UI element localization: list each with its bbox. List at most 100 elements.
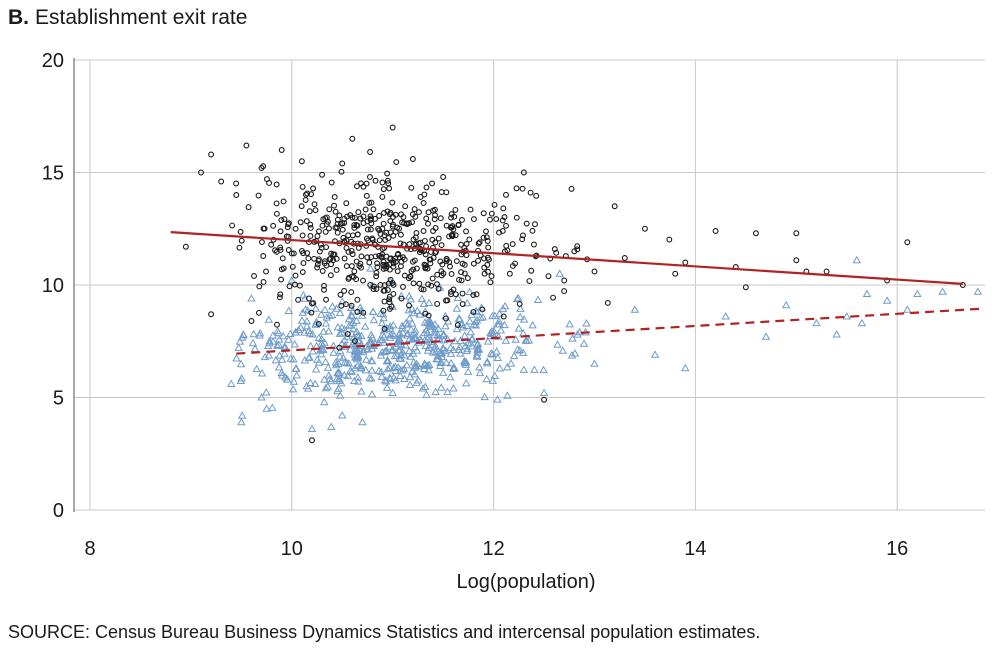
data-point-circle [382,237,389,243]
data-point-triangle [425,319,434,328]
data-point-triangle [333,386,342,395]
data-point-triangle [462,298,472,307]
data-point-circle [398,295,405,302]
data-point-triangle [334,359,343,367]
data-point-triangle [380,375,390,384]
data-point-triangle [395,329,405,337]
data-point-circle [454,322,461,329]
data-point-triangle [436,358,445,366]
data-point-circle [459,301,466,308]
data-point-circle [351,222,358,228]
data-point-circle [431,216,438,223]
data-point-circle [452,232,459,239]
data-point-circle [255,309,262,316]
data-point-circle [321,258,328,265]
data-point-triangle [318,340,328,349]
data-point-circle [237,228,244,235]
data-point-circle [302,197,309,203]
data-point-circle [389,223,396,230]
data-point-circle [366,259,373,266]
data-point-triangle [721,312,730,320]
data-point-triangle [361,365,370,374]
data-point-triangle [289,354,298,363]
data-point-circle [343,200,350,207]
data-point-triangle [273,341,282,349]
x-tick-label: 14 [684,538,706,560]
data-point-circle [229,222,236,229]
data-point-triangle [410,342,420,351]
data-point-circle [298,203,305,210]
data-point-circle [258,165,265,171]
data-point-circle [574,243,581,250]
data-point-triangle [402,360,412,369]
data-point-circle [351,338,358,345]
data-point-triangle [515,312,525,321]
data-point-triangle [313,355,322,363]
data-point-circle [470,216,477,223]
data-point-circle [344,331,351,337]
data-point-circle [263,268,269,275]
data-point-triangle [420,318,430,326]
data-point-circle [485,244,492,251]
data-point-circle [374,264,381,271]
data-point-circle [281,216,288,223]
data-point-circle [397,240,404,247]
data-point-circle [316,248,323,255]
data-point-circle [484,261,491,268]
data-point-circle [348,263,355,269]
data-point-circle [358,264,365,271]
data-point-circle [238,237,245,244]
data-point-triangle [255,328,265,337]
data-point-triangle [509,351,519,360]
data-point-circle [408,184,415,191]
data-point-circle [425,209,432,216]
data-point-circle [323,244,330,251]
data-point-circle [236,244,243,251]
data-point-triangle [379,313,388,322]
data-point-triangle [280,349,289,357]
data-point-triangle [285,329,295,337]
data-point-triangle [419,299,429,307]
data-point-circle [532,221,538,228]
x-tick-label: 12 [482,538,504,560]
data-point-triangle [486,328,495,336]
data-point-triangle [483,337,493,345]
data-point-circle [327,256,334,262]
data-point-triangle [445,372,455,381]
data-point-triangle [351,340,360,348]
data-point-triangle [431,387,440,395]
data-point-triangle [391,362,400,370]
data-point-circle [304,190,311,197]
data-point-triangle [288,384,298,393]
data-point-triangle [357,363,366,371]
data-point-triangle [488,376,498,384]
data-point-circle [379,193,386,200]
data-point-circle [366,174,373,180]
data-point-circle [319,171,326,178]
data-point-triangle [485,331,495,340]
data-point-triangle [389,320,398,329]
data-point-circle [305,255,312,262]
data-point-circle [435,235,442,242]
data-point-circle [742,284,749,291]
data-point-circle [394,268,401,275]
data-point-triangle [395,371,405,379]
data-point-circle [367,216,374,223]
data-point-triangle [590,359,599,367]
data-point-triangle [454,314,464,322]
data-point-triangle [347,320,356,329]
data-point-circle [273,200,280,207]
data-point-circle [458,269,465,276]
data-point-circle [363,180,370,187]
data-point-triangle [353,347,363,355]
data-point-circle [358,253,365,260]
data-point-triangle [465,287,474,296]
data-point-triangle [482,358,492,367]
data-point-circle [277,228,284,235]
data-point-triangle [284,335,293,343]
data-point-circle [248,318,255,324]
data-point-circle [451,213,458,220]
data-point-triangle [389,331,399,339]
data-point-triangle [438,368,448,376]
data-point-triangle [319,397,329,406]
